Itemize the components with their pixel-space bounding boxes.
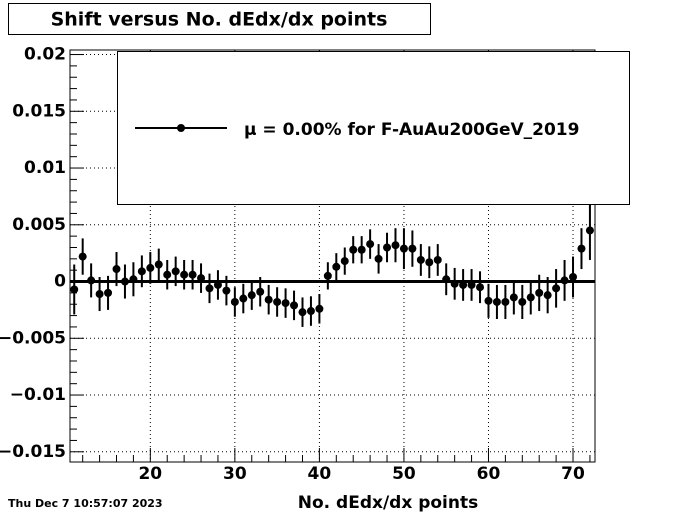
- point: [560, 276, 569, 285]
- point: [315, 304, 324, 313]
- point: [290, 301, 299, 310]
- point: [535, 288, 544, 297]
- x-tick-label: 50: [392, 464, 416, 484]
- point: [323, 271, 332, 280]
- point: [146, 263, 155, 272]
- point: [112, 265, 121, 274]
- point: [518, 297, 527, 306]
- point: [399, 244, 408, 253]
- x-axis-label: No. dEdx/dx points: [298, 493, 478, 513]
- point: [433, 255, 442, 264]
- title-box: [8, 3, 431, 35]
- point: [87, 276, 96, 285]
- x-tick-label: 40: [308, 464, 332, 484]
- point: [442, 275, 451, 284]
- point: [459, 280, 468, 289]
- y-tick-label: 0.005: [12, 215, 66, 235]
- point: [120, 277, 129, 286]
- point: [205, 284, 214, 293]
- x-tick-label: 60: [477, 464, 501, 484]
- point: [281, 299, 290, 308]
- point: [450, 279, 459, 288]
- point: [239, 294, 248, 303]
- point: [171, 267, 180, 276]
- point: [163, 270, 172, 279]
- point: [180, 270, 189, 279]
- point: [585, 226, 594, 235]
- point: [70, 285, 79, 294]
- legend-label: μ = 0.00% for F-AuAu200GeV_2019: [244, 120, 579, 140]
- y-tick-label: 0.015: [12, 101, 66, 121]
- point: [273, 297, 282, 306]
- y-tick-label: −0.015: [0, 442, 66, 462]
- point: [366, 240, 375, 249]
- point: [332, 262, 341, 271]
- timestamp: Thu Dec 7 10:57:07 2023: [8, 497, 163, 510]
- point: [408, 244, 417, 253]
- point: [137, 267, 146, 276]
- point: [416, 255, 425, 264]
- x-tick-label: 70: [561, 464, 585, 484]
- x-tick-label: 20: [138, 464, 162, 484]
- point: [391, 241, 400, 250]
- x-tick-label: 30: [223, 464, 247, 484]
- point: [264, 295, 273, 304]
- point: [154, 260, 163, 269]
- point: [509, 293, 518, 302]
- point: [484, 296, 493, 305]
- point: [492, 297, 501, 306]
- point: [95, 290, 104, 299]
- point: [213, 280, 222, 289]
- y-tick-label: 0: [54, 272, 66, 292]
- point: [129, 275, 138, 284]
- point: [374, 254, 383, 263]
- y-tick-label: 0.02: [24, 45, 66, 65]
- point: [104, 288, 113, 297]
- point: [340, 257, 349, 266]
- point: [501, 297, 510, 306]
- y-tick-label: 0.01: [24, 158, 66, 178]
- point: [476, 283, 485, 292]
- point: [247, 291, 256, 300]
- y-tick-label: −0.01: [10, 385, 66, 405]
- point: [222, 286, 231, 295]
- chart-title: Shift versus No. dEdx/dx points: [51, 9, 388, 31]
- point: [577, 244, 586, 253]
- point: [349, 245, 358, 254]
- y-tick-label: −0.005: [0, 328, 66, 348]
- point: [526, 293, 535, 302]
- point: [197, 274, 206, 283]
- point: [230, 297, 239, 306]
- point: [425, 258, 434, 267]
- point: [543, 291, 552, 300]
- plot-frame: [69, 49, 596, 463]
- point: [552, 284, 561, 293]
- point: [383, 243, 392, 252]
- point: [188, 270, 197, 279]
- point: [256, 287, 265, 296]
- legend-marker: [177, 124, 185, 132]
- point: [467, 280, 476, 289]
- point: [306, 307, 315, 316]
- point: [569, 272, 578, 281]
- point: [78, 252, 87, 261]
- point: [357, 245, 366, 254]
- point: [298, 308, 307, 317]
